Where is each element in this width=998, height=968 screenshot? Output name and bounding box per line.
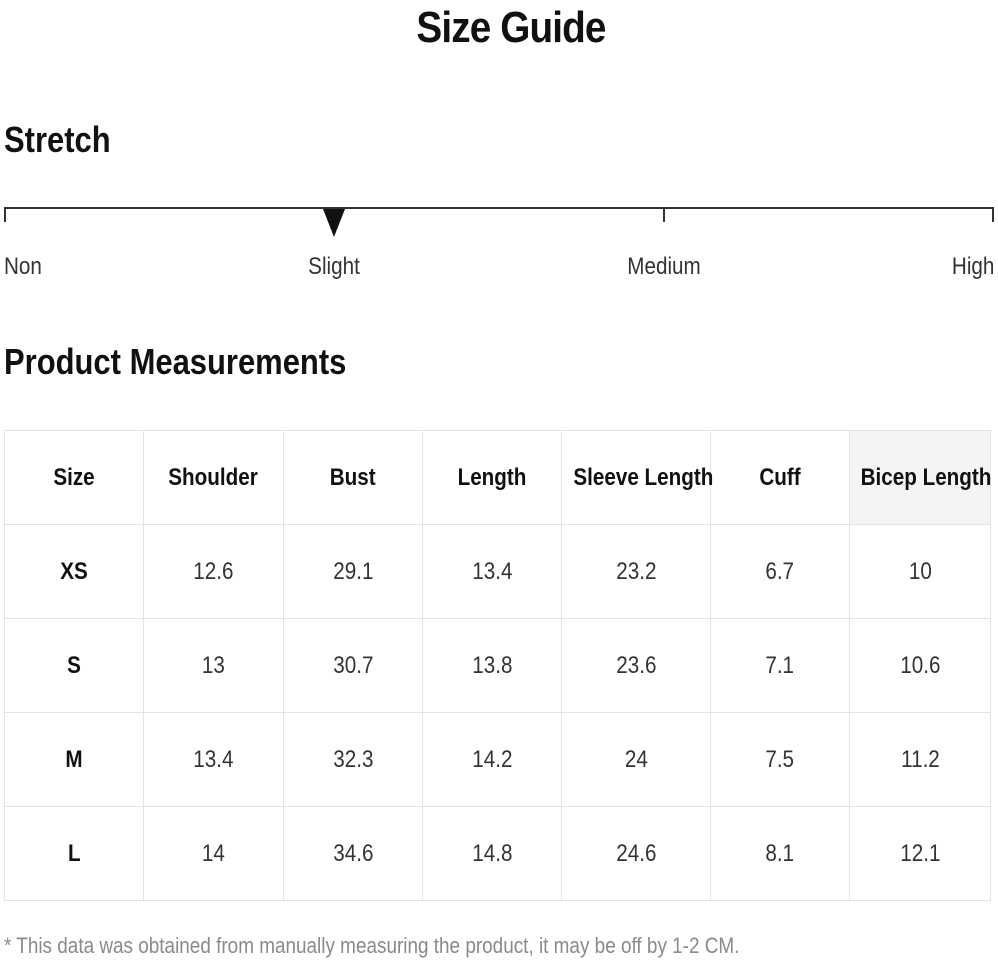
- shoulder-cell: 12.6: [143, 524, 284, 619]
- length-cell: 13.8: [422, 618, 562, 713]
- stretch-label-non: Non: [4, 253, 42, 280]
- measurements-heading: Product Measurements: [4, 341, 347, 382]
- table-row: XS 12.6 29.1 13.4 23.2 6.7 10: [4, 524, 991, 619]
- shoulder-cell: 13: [143, 618, 284, 713]
- column-header-bicep-length: Bicep Length: [849, 430, 991, 525]
- stretch-marker-icon: [323, 209, 345, 237]
- size-cell: S: [4, 618, 144, 713]
- page-title: Size Guide: [416, 3, 606, 52]
- size-cell: XS: [4, 524, 144, 619]
- bust-cell: 34.6: [283, 806, 423, 901]
- stretch-tick-medium: [663, 207, 665, 222]
- column-header-bust: Bust: [283, 430, 423, 525]
- column-header-sleeve-length: Sleeve Length: [561, 430, 713, 525]
- table-row: L 14 34.6 14.8 24.6 8.1 12.1: [4, 806, 991, 901]
- column-header-length: Length: [422, 430, 562, 525]
- table-row: S 13 30.7 13.8 23.6 7.1 10.6: [4, 618, 991, 713]
- table-header-row: Size Shoulder Bust Length Sleeve Length …: [4, 430, 991, 525]
- stretch-tick-non: [4, 207, 6, 222]
- stretch-scale-line: [4, 207, 994, 209]
- footnote: * This data was obtained from manually m…: [4, 933, 740, 958]
- bust-cell: 29.1: [283, 524, 423, 619]
- size-cell: L: [4, 806, 144, 901]
- column-header-size: Size: [4, 430, 144, 525]
- stretch-label-high: High: [951, 253, 994, 280]
- length-cell: 14.8: [422, 806, 562, 901]
- sleeve-length-cell: 23.2: [561, 524, 711, 619]
- size-cell: M: [4, 712, 144, 807]
- sleeve-length-cell: 24.6: [561, 806, 711, 901]
- sleeve-length-cell: 23.6: [561, 618, 711, 713]
- bicep-length-cell: 10: [849, 524, 991, 619]
- bust-cell: 32.3: [283, 712, 423, 807]
- table-row: M 13.4 32.3 14.2 24 7.5 11.2: [4, 712, 991, 807]
- column-header-cuff: Cuff: [710, 430, 850, 525]
- bicep-length-cell: 11.2: [849, 712, 991, 807]
- bicep-length-cell: 12.1: [849, 806, 991, 901]
- bust-cell: 30.7: [283, 618, 423, 713]
- sleeve-length-cell: 24: [561, 712, 711, 807]
- cuff-cell: 7.1: [710, 618, 850, 713]
- cuff-cell: 7.5: [710, 712, 850, 807]
- shoulder-cell: 14: [143, 806, 284, 901]
- stretch-label-medium: Medium: [627, 253, 701, 280]
- length-cell: 13.4: [422, 524, 562, 619]
- length-cell: 14.2: [422, 712, 562, 807]
- stretch-label-slight: Slight: [308, 253, 360, 280]
- shoulder-cell: 13.4: [143, 712, 284, 807]
- column-header-shoulder: Shoulder: [143, 430, 284, 525]
- measurements-table: Size Shoulder Bust Length Sleeve Length …: [4, 430, 991, 901]
- bicep-length-cell: 10.6: [849, 618, 991, 713]
- stretch-heading: Stretch: [4, 119, 111, 160]
- cuff-cell: 8.1: [710, 806, 850, 901]
- stretch-tick-high: [992, 207, 994, 222]
- cuff-cell: 6.7: [710, 524, 850, 619]
